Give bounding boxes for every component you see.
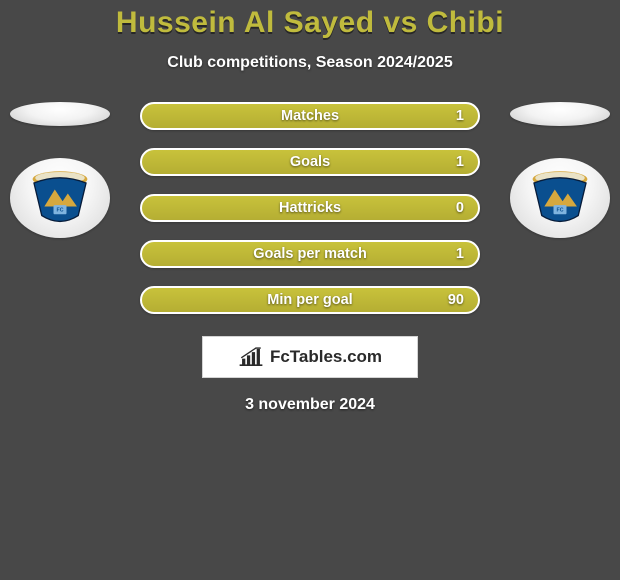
club-badge-left: FC: [10, 158, 110, 238]
date-text: 3 november 2024: [0, 396, 620, 414]
brand-text: FcTables.com: [270, 347, 382, 367]
svg-text:FC: FC: [557, 208, 564, 214]
svg-text:FC: FC: [57, 208, 64, 214]
player-left-avatar: [10, 102, 110, 126]
brand-link[interactable]: FcTables.com: [202, 336, 418, 378]
bar-chart-icon: [238, 347, 264, 367]
stat-label: Goals: [290, 154, 330, 170]
pyramids-logo-icon: FC: [527, 170, 593, 226]
player-right-avatar: [510, 102, 610, 126]
stat-bar-hattricks: Hattricks 0: [140, 194, 480, 222]
stat-label: Matches: [281, 108, 339, 124]
club-badge-right: FC: [510, 158, 610, 238]
content-area: FC FC Matches 1: [0, 102, 620, 314]
stat-value-right: 0: [456, 200, 464, 216]
stat-bar-matches: Matches 1: [140, 102, 480, 130]
stat-value-right: 90: [448, 292, 464, 308]
player-left-column: FC: [0, 102, 120, 238]
stat-value-right: 1: [456, 246, 464, 262]
stat-bar-goals-per-match: Goals per match 1: [140, 240, 480, 268]
page-title: Hussein Al Sayed vs Chibi: [0, 0, 620, 40]
pyramids-logo-icon: FC: [27, 170, 93, 226]
stat-bar-goals: Goals 1: [140, 148, 480, 176]
subtitle: Club competitions, Season 2024/2025: [0, 54, 620, 72]
stat-label: Goals per match: [253, 246, 367, 262]
stat-value-right: 1: [456, 108, 464, 124]
stats-bars: Matches 1 Goals 1 Hattricks 0 Goals per …: [140, 102, 480, 314]
comparison-card: Hussein Al Sayed vs Chibi Club competiti…: [0, 0, 620, 580]
stat-bar-min-per-goal: Min per goal 90: [140, 286, 480, 314]
player-right-column: FC: [500, 102, 620, 238]
stat-value-right: 1: [456, 154, 464, 170]
stat-label: Min per goal: [267, 292, 352, 308]
stat-label: Hattricks: [279, 200, 341, 216]
